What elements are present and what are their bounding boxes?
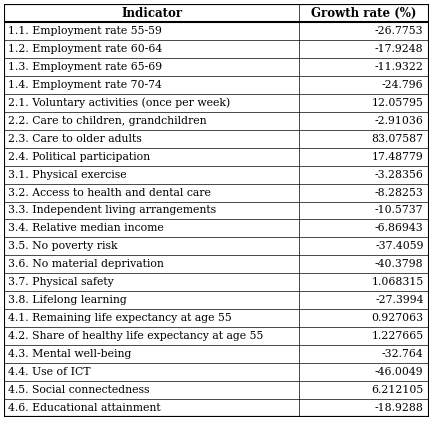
Bar [299,112,429,130]
Text: -11.9322: -11.9322 [375,62,423,72]
Bar [4,4,299,22]
Text: 4.6. Educational attainment: 4.6. Educational attainment [8,403,160,413]
Bar [4,202,299,219]
Bar [299,165,429,184]
Text: 3.4. Relative median income: 3.4. Relative median income [8,224,164,233]
Text: -18.9288: -18.9288 [375,403,423,413]
Text: 12.05795: 12.05795 [372,98,423,108]
Text: 1.3. Employment rate 65-69: 1.3. Employment rate 65-69 [8,62,162,72]
Text: -24.796: -24.796 [382,80,423,90]
Bar [299,148,429,165]
Bar [299,291,429,309]
Bar [4,237,299,256]
Bar [299,237,429,256]
Bar [4,363,299,381]
Bar [299,363,429,381]
Text: 3.8. Lifelong learning: 3.8. Lifelong learning [8,295,126,305]
Text: 2.3. Care to older adults: 2.3. Care to older adults [8,134,142,144]
Bar [4,165,299,184]
Text: 3.1. Physical exercise: 3.1. Physical exercise [8,170,126,180]
Text: Indicator: Indicator [121,7,182,20]
Bar [299,94,429,112]
Bar [299,273,429,291]
Bar [299,184,429,202]
Text: 0.927063: 0.927063 [372,313,423,323]
Bar [4,130,299,148]
Text: -37.4059: -37.4059 [375,241,423,251]
Text: -8.28253: -8.28253 [375,188,423,197]
Text: 3.2. Access to health and dental care: 3.2. Access to health and dental care [8,188,210,197]
Text: 1.068315: 1.068315 [372,277,423,287]
Text: 1.4. Employment rate 70-74: 1.4. Employment rate 70-74 [8,80,162,90]
Text: 4.1. Remaining life expectancy at age 55: 4.1. Remaining life expectancy at age 55 [8,313,232,323]
Text: -26.7753: -26.7753 [375,26,423,36]
Bar [4,40,299,58]
Bar [4,273,299,291]
Text: -3.28356: -3.28356 [375,170,423,180]
Text: 1.1. Employment rate 55-59: 1.1. Employment rate 55-59 [8,26,162,36]
Text: 4.5. Social connectedness: 4.5. Social connectedness [8,385,149,395]
Bar [299,345,429,363]
Bar [4,381,299,399]
Bar [4,291,299,309]
Bar [299,76,429,94]
Text: 3.3. Independent living arrangements: 3.3. Independent living arrangements [8,205,216,216]
Text: -17.9248: -17.9248 [375,44,423,54]
Bar [299,130,429,148]
Text: -40.3798: -40.3798 [375,259,423,269]
Bar [4,94,299,112]
Bar [299,399,429,417]
Bar [4,327,299,345]
Bar [4,184,299,202]
Text: 3.5. No poverty risk: 3.5. No poverty risk [8,241,117,251]
Text: 3.7. Physical safety: 3.7. Physical safety [8,277,113,287]
Text: -10.5737: -10.5737 [375,205,423,216]
Bar [299,22,429,40]
Text: -27.3994: -27.3994 [375,295,423,305]
Text: 3.6. No material deprivation: 3.6. No material deprivation [8,259,164,269]
Text: -6.86943: -6.86943 [375,224,423,233]
Text: -2.91036: -2.91036 [375,116,423,126]
Bar [4,256,299,273]
Bar [299,256,429,273]
Bar [4,399,299,417]
Text: 2.1. Voluntary activities (once per week): 2.1. Voluntary activities (once per week… [8,98,230,108]
Text: 17.48779: 17.48779 [372,152,423,162]
Text: 4.4. Use of ICT: 4.4. Use of ICT [8,367,90,377]
Bar [299,58,429,76]
Text: 2.4. Political participation: 2.4. Political participation [8,152,150,162]
Text: 6.212105: 6.212105 [372,385,423,395]
Bar [299,381,429,399]
Bar [299,4,429,22]
Text: 4.3. Mental well-being: 4.3. Mental well-being [8,349,131,359]
Bar [4,112,299,130]
Bar [299,219,429,237]
Bar [4,58,299,76]
Text: -46.0049: -46.0049 [375,367,423,377]
Text: Growth rate (%): Growth rate (%) [311,7,417,20]
Bar [299,40,429,58]
Text: 1.2. Employment rate 60-64: 1.2. Employment rate 60-64 [8,44,162,54]
Text: 4.2. Share of healthy life expectancy at age 55: 4.2. Share of healthy life expectancy at… [8,331,263,341]
Text: 1.227665: 1.227665 [372,331,423,341]
Bar [4,345,299,363]
Bar [299,202,429,219]
Text: 83.07587: 83.07587 [372,134,423,144]
Bar [4,219,299,237]
Text: 2.2. Care to children, grandchildren: 2.2. Care to children, grandchildren [8,116,207,126]
Bar [4,148,299,165]
Bar [299,327,429,345]
Bar [4,309,299,327]
Bar [4,22,299,40]
Bar [4,76,299,94]
Bar [299,309,429,327]
Text: -32.764: -32.764 [382,349,423,359]
